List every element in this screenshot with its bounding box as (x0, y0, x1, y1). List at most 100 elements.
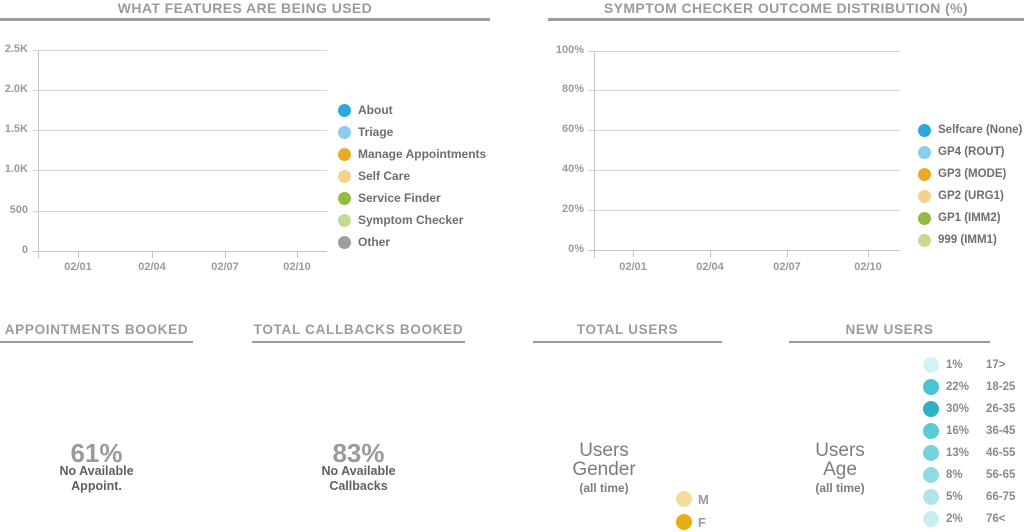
legend-label: GP3 (MODE) (938, 168, 1007, 180)
y-tick-label: 1.0K (4, 163, 28, 175)
age-range: 36-45 (986, 425, 1016, 437)
age-percent: 5% (946, 491, 963, 503)
legend-dot-icon (918, 123, 931, 137)
y-axis-line (38, 50, 39, 258)
legend-item-triage[interactable]: Triage (338, 124, 393, 140)
legend-label: GP1 (IMM2) (938, 212, 1001, 224)
legend-dot-icon (918, 145, 931, 159)
gridline (33, 50, 327, 51)
legend-item-age-17[interactable]: 1% 17> (923, 357, 1006, 373)
legend-item-symptom-checker[interactable]: Symptom Checker (338, 212, 463, 228)
age-range: 66-75 (986, 491, 1016, 503)
gridline (33, 170, 327, 171)
x-tick-label: 02/07 (211, 261, 239, 273)
legend-item-age-56-65[interactable]: 8% 56-65 (923, 467, 1015, 483)
legend-dot-icon (918, 233, 931, 247)
legend-item-service-finder[interactable]: Service Finder (338, 190, 441, 206)
gridline (33, 90, 327, 91)
legend-item-age-26-35[interactable]: 30% 26-35 (923, 401, 1015, 417)
section-underline (533, 341, 722, 343)
x-tick (787, 250, 788, 257)
legend-dot-icon (676, 491, 692, 507)
kpi-note-line: Callbacks (329, 479, 388, 493)
y-axis-line (594, 51, 595, 258)
age-range: 76< (986, 513, 1006, 525)
y-tick-label: 500 (9, 204, 28, 216)
gender-center-line1: Users (579, 440, 629, 461)
features-chart-title: WHAT FEATURES ARE BEING USED (117, 0, 373, 16)
legend-item-manage-appointments[interactable]: Manage Appointments (338, 146, 486, 162)
kpi-note-line: No Available (321, 464, 396, 478)
legend-item-other[interactable]: Other (338, 234, 390, 250)
gender-center-line2: Gender (572, 459, 636, 480)
legend-item-age-76[interactable]: 2% 76< (923, 511, 1006, 527)
total-users-title: TOTAL USERS (576, 322, 679, 337)
gridline (33, 211, 327, 212)
legend-item-female[interactable]: F (676, 514, 706, 530)
y-tick-label: 80% (561, 83, 584, 95)
legend-item-age-36-45[interactable]: 16% 36-45 (923, 423, 1015, 439)
legend-item-gp1-imm2[interactable]: GP1 (IMM2) (918, 210, 1001, 226)
legend-dot-icon (923, 511, 939, 527)
legend-item-age-46-55[interactable]: 13% 46-55 (923, 445, 1015, 461)
legend-item-self-care[interactable]: Self Care (338, 168, 410, 184)
x-tick (297, 251, 298, 258)
legend-dot-icon (918, 189, 931, 203)
gridline (588, 130, 900, 131)
gridline (33, 130, 327, 131)
legend-dot-icon (676, 514, 692, 530)
callbacks-kpi-value: 83% (332, 438, 385, 468)
legend-item-999-imm1[interactable]: 999 (IMM1) (918, 232, 997, 248)
x-tick-label: 02/10 (283, 261, 311, 273)
age-donut-center-label: Users Age (all time) (780, 441, 900, 495)
appointments-kpi-note: No Available Appoint. (0, 464, 193, 494)
legend-label: Selfcare (None) (938, 124, 1023, 136)
y-tick-label: 0% (568, 243, 584, 255)
legend-label: Triage (358, 125, 394, 139)
kpi-note-line: No Available (59, 464, 134, 478)
age-percent: 22% (946, 381, 970, 393)
legend-item-male[interactable]: M (676, 491, 709, 507)
age-range: 56-65 (986, 469, 1016, 481)
age-percent: 13% (946, 447, 970, 459)
age-range: 18-25 (986, 381, 1016, 393)
legend-item-gp4-rout[interactable]: GP4 (ROUT) (918, 144, 1004, 160)
x-tick (868, 250, 869, 257)
y-tick-label: 100% (555, 44, 584, 56)
y-tick-label: 40% (561, 163, 584, 175)
legend-dot-icon (338, 125, 351, 139)
x-tick-label: 02/10 (854, 261, 882, 273)
age-range: 17> (986, 359, 1006, 371)
x-axis-line (33, 251, 327, 252)
y-tick-label: 60% (561, 123, 584, 135)
legend-item-age-18-25[interactable]: 22% 18-25 (923, 379, 1015, 395)
age-center-line1: Users (815, 440, 865, 461)
x-tick (225, 251, 226, 258)
legend-label: M (698, 491, 709, 507)
legend-item-about[interactable]: About (338, 102, 393, 118)
legend-dot-icon (338, 169, 351, 183)
legend-item-selfcare-none[interactable]: Selfcare (None) (918, 122, 1022, 138)
age-center-line2: Age (823, 459, 857, 480)
appointments-booked-title: APPOINTMENTS BOOKED (4, 322, 189, 337)
y-tick-label: 0 (21, 244, 28, 256)
legend-dot-icon (923, 357, 939, 373)
legend-dot-icon (338, 235, 351, 249)
legend-label: 999 (IMM1) (938, 234, 997, 246)
x-tick (78, 251, 79, 258)
legend-item-gp3-mode[interactable]: GP3 (MODE) (918, 166, 1006, 182)
legend-dot-icon (923, 467, 939, 483)
legend-item-gp2-urg1[interactable]: GP2 (URG1) (918, 188, 1004, 204)
features-title-underline (0, 18, 490, 21)
x-tick-label: 02/01 (619, 261, 647, 273)
x-axis-line (588, 250, 900, 251)
legend-label: Manage Appointments (358, 147, 487, 161)
legend-item-age-66-75[interactable]: 5% 66-75 (923, 489, 1015, 505)
y-tick-label: 2.0K (4, 83, 28, 95)
legend-dot-icon (338, 103, 351, 117)
